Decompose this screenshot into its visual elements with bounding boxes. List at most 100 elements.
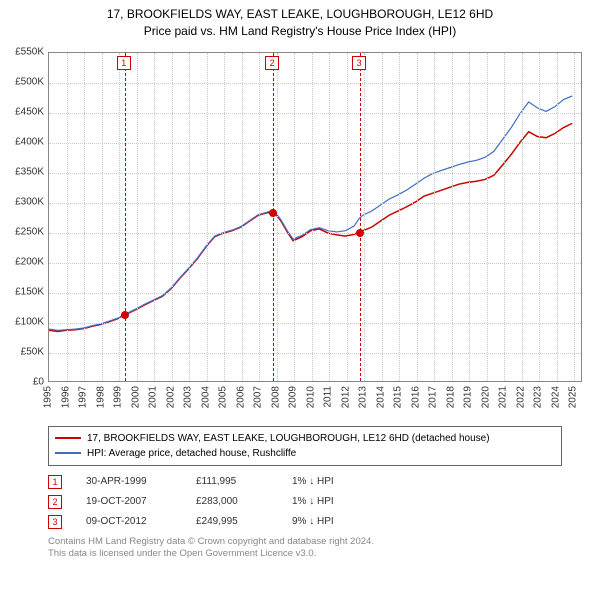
gridline-h [49,293,581,294]
events-table: 1 30-APR-1999 £111,995 1% ↓ HPI 2 19-OCT… [48,472,562,532]
gridline-v [504,53,505,381]
gridline-h [49,203,581,204]
event-date-1: 30-APR-1999 [86,476,172,487]
gridline-h [49,263,581,264]
x-axis-label: 2025 [568,386,579,408]
x-axis-label: 2014 [375,386,386,408]
event-dot [269,209,277,217]
event-dot [121,311,129,319]
x-axis-label: 2020 [480,386,491,408]
event-marker-badge: 3 [352,56,366,70]
events-row-3: 3 09-OCT-2012 £249,995 9% ↓ HPI [48,512,562,532]
events-row-2: 2 19-OCT-2007 £283,000 1% ↓ HPI [48,492,562,512]
gridline-v [452,53,453,381]
gridline-v [364,53,365,381]
x-axis-label: 2024 [550,386,561,408]
x-axis-label: 2023 [533,386,544,408]
gridline-v [277,53,278,381]
x-axis-label: 2003 [183,386,194,408]
x-axis-label: 2008 [270,386,281,408]
gridline-v [119,53,120,381]
chart-container: 17, BROOKFIELDS WAY, EAST LEAKE, LOUGHBO… [0,0,600,561]
x-axis-label: 2022 [515,386,526,408]
event-badge-2: 2 [48,495,62,509]
gridline-v [154,53,155,381]
legend-swatch-property [55,437,81,439]
legend-row-property: 17, BROOKFIELDS WAY, EAST LEAKE, LOUGHBO… [55,431,555,446]
event-marker-badge: 2 [265,56,279,70]
gridline-v [434,53,435,381]
x-axis-label: 2002 [165,386,176,408]
gridline-h [49,173,581,174]
x-axis-label: 2011 [323,386,334,408]
event-price-3: £249,995 [196,516,268,527]
event-marker-badge: 1 [117,56,131,70]
gridline-v [294,53,295,381]
events-row-1: 1 30-APR-1999 £111,995 1% ↓ HPI [48,472,562,492]
gridline-h [49,143,581,144]
x-axis-label: 2007 [253,386,264,408]
gridline-v [487,53,488,381]
legend-label-property: 17, BROOKFIELDS WAY, EAST LEAKE, LOUGHBO… [87,431,490,446]
x-axis-label: 2018 [445,386,456,408]
footer-line-1: Contains HM Land Registry data © Crown c… [48,536,562,549]
x-axis-label: 2006 [235,386,246,408]
x-axis-label: 2001 [148,386,159,408]
x-axis-label: 1997 [78,386,89,408]
gridline-h [49,233,581,234]
x-axis-label: 2000 [130,386,141,408]
event-date-3: 09-OCT-2012 [86,516,172,527]
event-date-2: 19-OCT-2007 [86,496,172,507]
gridline-v [102,53,103,381]
x-axis-label: 2015 [393,386,404,408]
legend-label-hpi: HPI: Average price, detached house, Rush… [87,446,296,461]
y-axis-label: £300K [0,196,44,207]
event-badge-3: 3 [48,515,62,529]
y-axis-label: £50K [0,346,44,357]
x-axis-label: 2010 [305,386,316,408]
gridline-v [242,53,243,381]
y-axis-label: £250K [0,226,44,237]
title-line-2: Price paid vs. HM Land Registry's House … [0,23,600,40]
event-price-1: £111,995 [196,476,268,487]
chart-area: £0£50K£100K£150K£200K£250K£300K£350K£400… [0,42,600,422]
x-axis-label: 2005 [218,386,229,408]
event-line [360,53,361,381]
gridline-v [522,53,523,381]
event-diff-1: 1% ↓ HPI [292,476,562,487]
gridline-h [49,323,581,324]
event-dot [356,229,364,237]
x-axis-label: 2013 [358,386,369,408]
event-badge-1: 1 [48,475,62,489]
event-diff-3: 9% ↓ HPI [292,516,562,527]
legend-swatch-hpi [55,452,81,454]
legend-row-hpi: HPI: Average price, detached house, Rush… [55,446,555,461]
y-axis-label: £200K [0,256,44,267]
x-axis-label: 1996 [60,386,71,408]
gridline-v [417,53,418,381]
x-axis-label: 2004 [200,386,211,408]
gridline-v [329,53,330,381]
event-line [125,53,126,381]
y-axis-label: £0 [0,376,44,387]
gridline-v [557,53,558,381]
series-svg [49,53,581,381]
gridline-v [224,53,225,381]
y-axis-label: £550K [0,46,44,57]
gridline-v [67,53,68,381]
title-block: 17, BROOKFIELDS WAY, EAST LEAKE, LOUGHBO… [0,0,600,42]
gridline-h [49,113,581,114]
gridline-v [189,53,190,381]
x-axis-label: 1998 [95,386,106,408]
x-axis-label: 2016 [410,386,421,408]
gridline-v [539,53,540,381]
gridline-v [347,53,348,381]
gridline-v [259,53,260,381]
gridline-v [312,53,313,381]
event-price-2: £283,000 [196,496,268,507]
x-axis-label: 1995 [43,386,54,408]
plot-area [48,52,582,382]
x-axis-label: 2009 [288,386,299,408]
footer-line-2: This data is licensed under the Open Gov… [48,548,562,561]
y-axis-label: £150K [0,286,44,297]
